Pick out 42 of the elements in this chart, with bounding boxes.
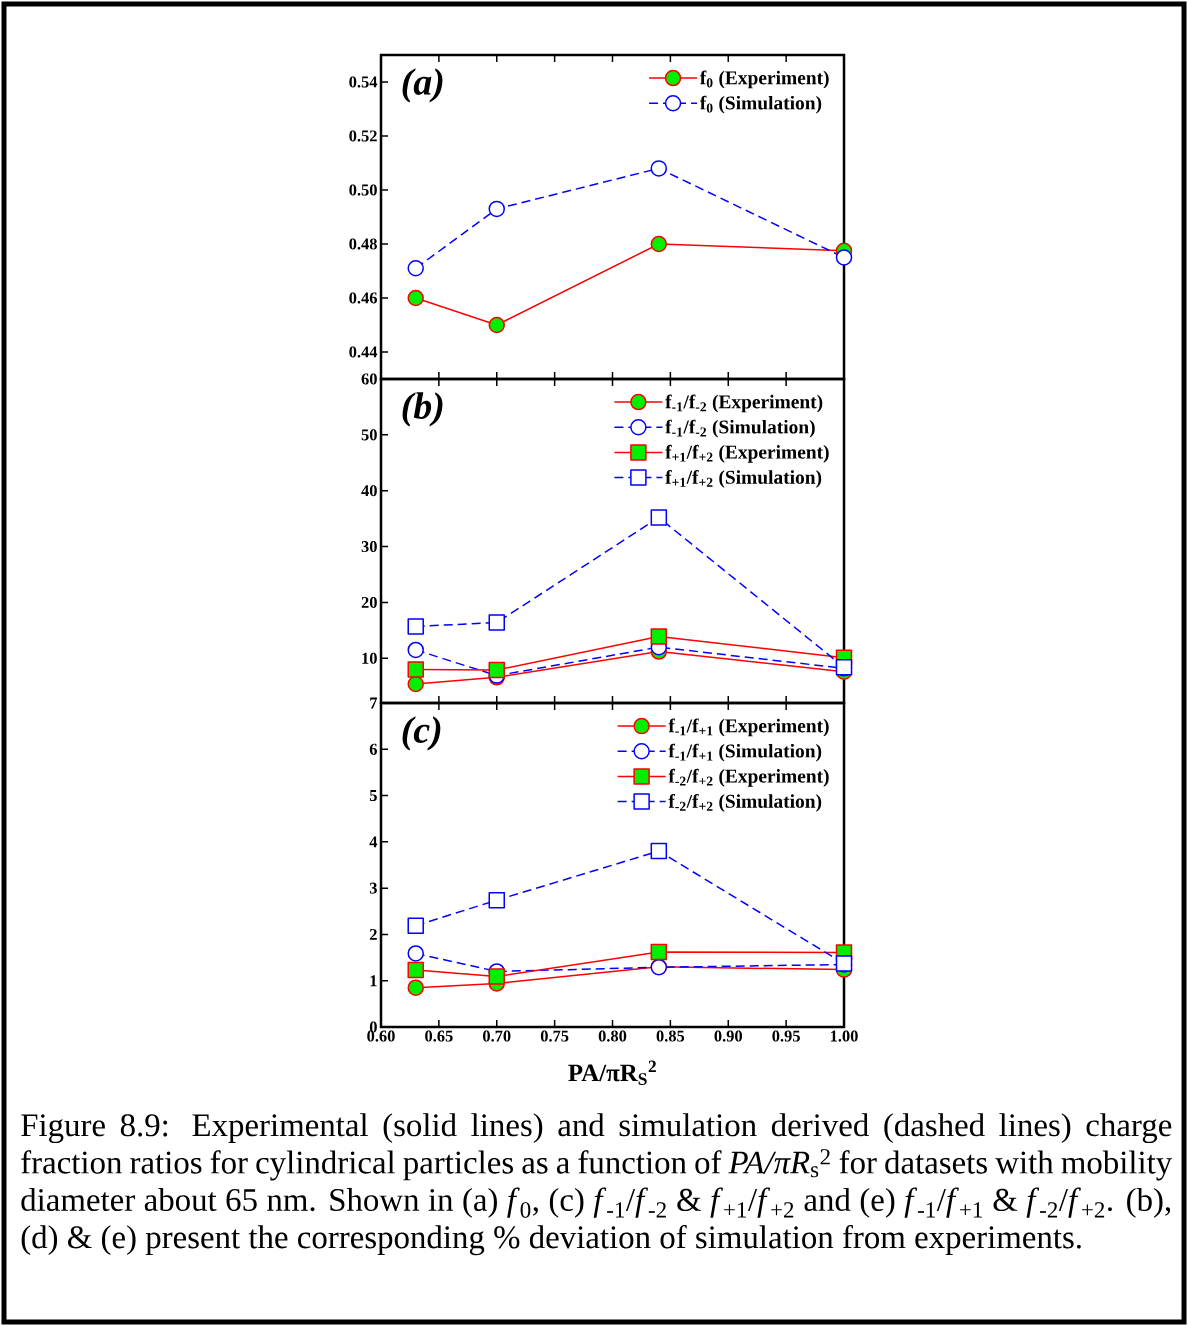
- legend-label: f$_{-1}$/f$_{+1}$ (Simulation): [668, 743, 822, 762]
- legend-label: f$_{0}$ (Experiment): [699, 70, 829, 89]
- legend-label: f$_{+1}$/f$_{+2}$ (Experiment): [665, 444, 829, 463]
- x-axis-title: PA/πR$_{S}$2: [568, 1060, 656, 1085]
- legend-label: f$_{-1}$/f$_{-2}$ (Experiment): [665, 394, 823, 413]
- legend-label: f$_{0}$ (Simulation): [699, 95, 822, 114]
- y-tick-label: 4: [369, 836, 378, 848]
- x-tick-label: 0.70: [483, 1030, 511, 1042]
- x-tick-label: 1.00: [830, 1030, 858, 1042]
- y-tick-label: 7: [370, 697, 378, 709]
- x-tick-label: 0.90: [714, 1030, 743, 1042]
- legend-label: f$_{-1}$/f$_{-2}$ (Simulation): [665, 419, 815, 438]
- y-tick-label: 0.54: [349, 76, 378, 88]
- x-tick-label: 0.95: [772, 1030, 800, 1042]
- y-tick-label: 60: [361, 373, 377, 385]
- legend-label: f$_{-1}$/f$_{+1}$ (Experiment): [668, 718, 829, 737]
- y-tick-label: 1: [370, 975, 377, 987]
- y-tick-label: 40: [361, 485, 377, 497]
- legend-label: f$_{-2}$/f$_{+2}$ (Simulation): [668, 794, 822, 812]
- annotation: (a): [402, 68, 443, 103]
- y-tick-label: 0.48: [349, 238, 377, 250]
- y-tick-label: 0.46: [349, 292, 377, 304]
- y-tick-label: 0.50: [349, 184, 377, 196]
- y-tick-label: 0.44: [349, 346, 378, 358]
- y-tick-label: 2: [369, 928, 377, 940]
- annotation: (c): [402, 716, 441, 751]
- y-tick-label: 20: [361, 596, 377, 608]
- legend-label: f$_{-2}$/f$_{+2}$ (Experiment): [668, 768, 829, 787]
- y-tick-label: 5: [369, 790, 377, 802]
- x-tick-label: 0.80: [598, 1030, 627, 1042]
- text: Figure 8.9: Experimental (solid lines) and simulation derived (dashed lines) charge fraction ratios for cylindrical particles as a function of PA/πR$_{s}$$^{2}$ for datasets with mobility diameter about 65 nm. Shown in (a) f$_{0}$, (c) f$_{-1}$/f$_{-2}$ & f$_{+1}$/f$_{+2}$ and (e) f$_{-1}$/f$_{+1}$ & f$_{-2}$/f$_{+2}$. (b), (d) & (e) present the corresponding % deviation of simulation from experiments.: [21, 1113, 1173, 1256]
- y-tick-label: 30: [361, 541, 377, 553]
- annotation: (b): [402, 392, 443, 427]
- x-tick-label: 0.85: [656, 1030, 685, 1042]
- y-tick-label: 3: [369, 882, 377, 894]
- x-tick-label: 0.75: [540, 1030, 569, 1042]
- y-tick-label: 6: [369, 743, 377, 755]
- y-tick-label: 50: [361, 429, 377, 441]
- y-tick-label: 0.52: [349, 130, 377, 142]
- legend-label: f$_{+1}$/f$_{+2}$ (Simulation): [665, 470, 822, 488]
- y-tick-label: 10: [362, 652, 377, 664]
- x-tick-label: 0.65: [425, 1030, 453, 1042]
